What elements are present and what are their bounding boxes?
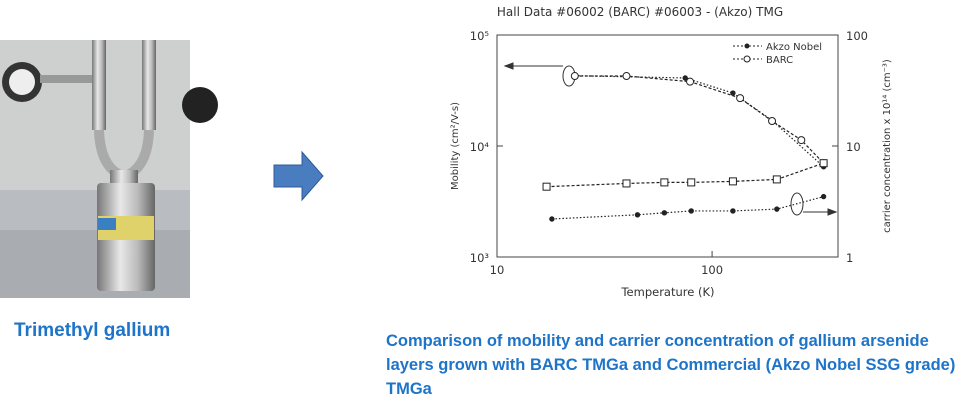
y2-axis-title: carrier concentration x 10¹⁴ (cm⁻³): [882, 59, 893, 233]
data-point: [772, 175, 781, 184]
y-axis-title: Mobility (cm²/V-s): [450, 102, 461, 190]
series-line: [574, 75, 825, 168]
y2-tick-label: 1: [846, 251, 853, 265]
data-point: [730, 208, 736, 214]
data-point: [688, 208, 694, 214]
chart-title: Hall Data #06002 (BARC) #06003 - (Akzo) …: [497, 5, 783, 19]
series-line: [546, 162, 824, 188]
x-axis-title: Temperature (K): [620, 285, 714, 299]
data-point: [768, 116, 777, 125]
series-line: [551, 196, 824, 220]
y2-tick-label: 100: [846, 29, 868, 43]
data-point: [542, 182, 551, 191]
data-point: [736, 94, 745, 103]
y-tick-label: 10³: [470, 251, 490, 265]
data-point: [634, 212, 641, 218]
y-tick-label: 10⁵: [470, 29, 490, 43]
data-point: [819, 159, 828, 168]
x-tick-label: 100: [701, 263, 723, 277]
y-tick-label: 10⁴: [470, 140, 490, 154]
data-point: [687, 178, 696, 187]
annotation: [503, 62, 838, 216]
arrow: [273, 150, 324, 202]
data-point: [730, 90, 736, 96]
data-point: [622, 179, 631, 188]
data-point: [774, 206, 780, 212]
data-point: [686, 77, 695, 86]
series-line: [574, 75, 825, 164]
photo: [0, 40, 218, 298]
data-point: [622, 72, 631, 81]
chart-caption: Comparison of mobility and carrier conce…: [386, 332, 956, 398]
data-point: [549, 216, 555, 222]
legend-label: BARC: [766, 55, 793, 66]
plot-frame: [496, 34, 839, 258]
data-point: [820, 193, 827, 200]
legend-marker: [744, 43, 750, 49]
photo-caption: Trimethyl gallium: [14, 320, 171, 341]
data-point: [682, 75, 688, 81]
data-point: [797, 136, 806, 145]
legend-marker: [743, 55, 751, 63]
data-point: [661, 210, 668, 216]
data-point: [570, 72, 579, 81]
data-point: [728, 177, 737, 186]
data-point: [660, 178, 669, 187]
y2-tick-label: 10: [846, 140, 861, 154]
x-tick-label: 10: [490, 263, 505, 277]
legend-label: Akzo Nobel: [766, 42, 822, 53]
